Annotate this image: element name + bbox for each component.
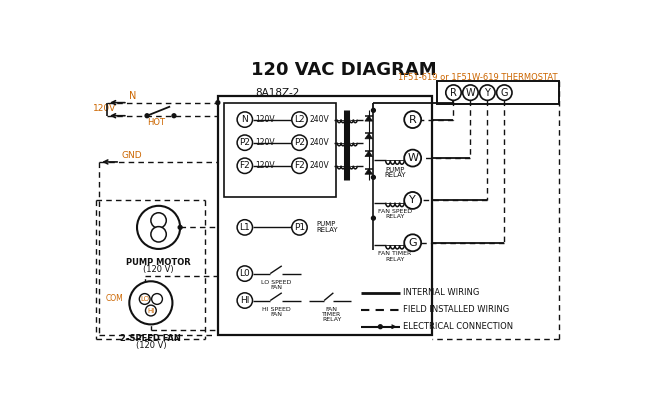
Text: 240V: 240V bbox=[310, 115, 329, 124]
Text: Y: Y bbox=[409, 195, 416, 205]
Circle shape bbox=[379, 325, 383, 328]
Text: N: N bbox=[241, 115, 248, 124]
Text: FAN SPEED: FAN SPEED bbox=[378, 209, 412, 214]
Circle shape bbox=[137, 206, 180, 249]
Circle shape bbox=[496, 85, 512, 100]
Text: 120 VAC DIAGRAM: 120 VAC DIAGRAM bbox=[251, 61, 436, 79]
Text: 2-SPEED FAN: 2-SPEED FAN bbox=[121, 334, 182, 343]
Circle shape bbox=[446, 85, 461, 100]
Circle shape bbox=[151, 294, 162, 304]
Text: F2: F2 bbox=[239, 161, 250, 170]
Circle shape bbox=[463, 85, 478, 100]
Text: ELECTRICAL CONNECTION: ELECTRICAL CONNECTION bbox=[403, 322, 514, 331]
Text: PUMP: PUMP bbox=[316, 221, 336, 227]
Text: 1F51-619 or 1F51W-619 THERMOSTAT: 1F51-619 or 1F51W-619 THERMOSTAT bbox=[399, 73, 558, 83]
Circle shape bbox=[371, 109, 375, 112]
Circle shape bbox=[237, 266, 253, 281]
Circle shape bbox=[480, 85, 495, 100]
Text: L1: L1 bbox=[239, 223, 250, 232]
Circle shape bbox=[237, 293, 253, 308]
Text: G: G bbox=[408, 238, 417, 248]
Circle shape bbox=[145, 114, 149, 118]
Text: L0: L0 bbox=[239, 269, 250, 278]
Circle shape bbox=[404, 234, 421, 251]
Text: 120V: 120V bbox=[93, 104, 117, 114]
Circle shape bbox=[151, 227, 166, 242]
Circle shape bbox=[237, 158, 253, 173]
Text: 8A18Z-2: 8A18Z-2 bbox=[256, 88, 300, 98]
Text: PUMP: PUMP bbox=[385, 166, 405, 173]
Text: RELAY: RELAY bbox=[316, 227, 338, 233]
Text: FAN: FAN bbox=[271, 285, 282, 290]
Circle shape bbox=[237, 112, 253, 127]
Text: RELAY: RELAY bbox=[385, 257, 405, 261]
Text: W: W bbox=[466, 88, 475, 98]
Circle shape bbox=[292, 220, 307, 235]
Text: INTERNAL WIRING: INTERNAL WIRING bbox=[403, 288, 480, 297]
Text: LO: LO bbox=[140, 296, 149, 302]
Text: P2: P2 bbox=[239, 138, 251, 147]
Text: W: W bbox=[407, 153, 418, 163]
Text: RELAY: RELAY bbox=[384, 172, 406, 178]
Polygon shape bbox=[365, 169, 373, 174]
Circle shape bbox=[129, 281, 172, 324]
Text: RELAY: RELAY bbox=[322, 318, 342, 323]
Circle shape bbox=[404, 150, 421, 166]
Text: HI SPEED: HI SPEED bbox=[262, 307, 291, 312]
Text: HI: HI bbox=[240, 296, 249, 305]
Text: 240V: 240V bbox=[310, 138, 329, 147]
Circle shape bbox=[292, 158, 307, 173]
Text: 240V: 240V bbox=[310, 161, 329, 170]
Text: COM: COM bbox=[105, 295, 123, 303]
Circle shape bbox=[371, 216, 375, 220]
Polygon shape bbox=[365, 133, 373, 139]
Text: TIMER: TIMER bbox=[322, 312, 342, 317]
Circle shape bbox=[178, 225, 182, 229]
Circle shape bbox=[292, 135, 307, 150]
Circle shape bbox=[216, 101, 220, 105]
Circle shape bbox=[139, 294, 150, 304]
Circle shape bbox=[237, 220, 253, 235]
Text: 120V: 120V bbox=[255, 115, 275, 124]
Text: HOT: HOT bbox=[147, 118, 165, 127]
Text: PUMP MOTOR: PUMP MOTOR bbox=[126, 258, 191, 267]
Text: Y: Y bbox=[484, 88, 490, 98]
Polygon shape bbox=[365, 151, 373, 157]
Text: (120 V): (120 V) bbox=[135, 341, 166, 349]
Bar bbox=[438, 81, 559, 104]
Text: HI: HI bbox=[147, 308, 155, 313]
Text: FIELD INSTALLED WIRING: FIELD INSTALLED WIRING bbox=[403, 305, 510, 314]
Text: N: N bbox=[129, 91, 137, 101]
Circle shape bbox=[404, 111, 421, 128]
Bar bbox=[218, 96, 432, 335]
Text: RELAY: RELAY bbox=[385, 214, 405, 219]
Text: P1: P1 bbox=[294, 223, 305, 232]
Text: R: R bbox=[450, 88, 457, 98]
Circle shape bbox=[145, 305, 156, 316]
Circle shape bbox=[151, 213, 166, 228]
Circle shape bbox=[404, 192, 421, 209]
Text: R: R bbox=[409, 114, 417, 124]
Text: FAN TIMER: FAN TIMER bbox=[379, 251, 411, 256]
Bar bbox=[224, 103, 336, 197]
Text: LO SPEED: LO SPEED bbox=[261, 280, 291, 285]
Text: (120 V): (120 V) bbox=[143, 265, 174, 274]
Circle shape bbox=[172, 114, 176, 118]
Text: P2: P2 bbox=[294, 138, 305, 147]
Circle shape bbox=[237, 135, 253, 150]
Text: 120V: 120V bbox=[255, 138, 275, 147]
Text: G: G bbox=[500, 88, 508, 98]
Text: L2: L2 bbox=[294, 115, 305, 124]
Text: FAN: FAN bbox=[326, 307, 338, 312]
Text: GND: GND bbox=[122, 151, 142, 160]
Text: FAN: FAN bbox=[271, 312, 282, 317]
Circle shape bbox=[371, 176, 375, 179]
Circle shape bbox=[292, 112, 307, 127]
Text: 120V: 120V bbox=[255, 161, 275, 170]
Polygon shape bbox=[365, 116, 373, 121]
Text: F2: F2 bbox=[294, 161, 305, 170]
